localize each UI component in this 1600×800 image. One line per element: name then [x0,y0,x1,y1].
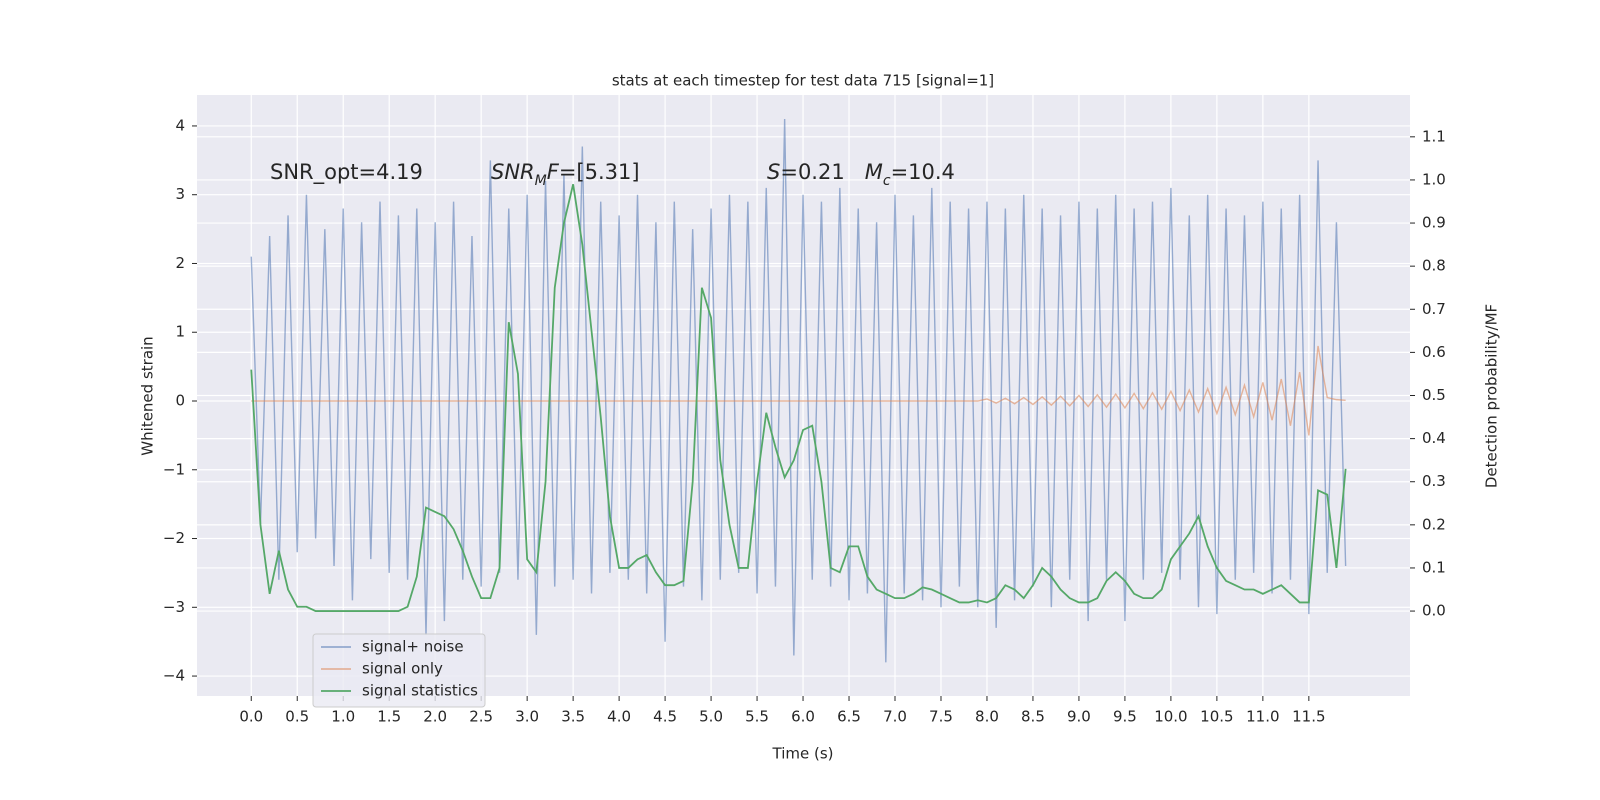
annotation: S=0.21 Mc=10.4 [767,160,955,189]
legend-label: signal statistics [362,682,478,700]
axes: 0.0 0.5 1.0 1.5 2.0 2.5 3.0 3.5 4.0 4.5 5.0 5.5 6.0 6… [163,116,1446,725]
x-tick-label: 4.5 [653,708,677,726]
y-tick-label: 3 [175,185,185,203]
x-tick-label: 1.5 [377,708,401,726]
x-tick-label: 11.0 [1246,708,1279,726]
x-tick-label: 1.0 [331,708,355,726]
x-tick-label: 5.5 [745,708,769,726]
y2-tick-label: 0.2 [1422,515,1446,533]
legend: signal+ noise signal only signal statistic… [312,633,486,708]
annotation: SNR_opt=4.19 [270,160,423,185]
annotations: SNR_opt=4.19 SNRMF=[5.31] S=0.21 Mc=10.4 [270,160,955,189]
annotation-part: =10.4 [891,160,955,184]
annotation-part: S [767,160,780,184]
annotation-part: =[5.31] [559,160,640,184]
y-tick-label: −1 [163,460,185,478]
x-tick-label: 11.5 [1292,708,1325,726]
legend-label: signal only [362,660,443,678]
y2-tick-label: 0.8 [1422,257,1446,275]
y2-tick-label: 0.3 [1422,472,1446,490]
x-tick-label: 4.0 [607,708,631,726]
x-tick-label: 0.5 [285,708,309,726]
x-tick-label: 8.0 [975,708,999,726]
annotation: SNRMF=[5.31] [491,160,640,189]
x-tick-label: 3.0 [515,708,539,726]
chart-title: stats at each timestep for test data 715… [612,72,994,90]
x-tick-label: 3.5 [561,708,585,726]
y2-tick-label: 0.9 [1422,214,1446,232]
series-line [250,184,1347,612]
x-tick-label: 8.5 [1021,708,1045,726]
y-tick-label: 0 [175,392,185,410]
x-tick-label: 7.0 [883,708,907,726]
x-tick-label: 10.5 [1200,708,1233,726]
annotation-part: SNR_opt=4.19 [270,160,423,185]
x-tick-label: 7.5 [929,708,953,726]
x-tick-label: 6.0 [791,708,815,726]
annotation-part: M [865,160,883,184]
y2-tick-label: 1.1 [1422,127,1446,145]
y2-tick-label: 0.1 [1422,558,1446,576]
y-tick-label: 2 [175,254,185,272]
x-tick-label: 6.5 [837,708,861,726]
y2-tick-label: 0.0 [1422,602,1446,620]
y2-tick-label: 0.6 [1422,343,1446,361]
annotation-part: c [883,173,891,189]
annotation-part: F [547,160,560,184]
y-tick-label: −3 [163,598,185,616]
legend-box [312,633,486,708]
annotation-part: M [535,173,547,189]
y2-tick-label: 0.7 [1422,300,1446,318]
legend-label: signal+ noise [362,638,464,656]
y2-tick-label: 0.5 [1422,386,1446,404]
x-axis-label: Time (s) [772,745,834,763]
y-tick-label: −2 [163,529,185,547]
x-tick-label: 9.0 [1067,708,1091,726]
y2-tick-label: 1.0 [1422,170,1446,188]
y-axis-label: Whitened strain [139,336,157,455]
y-tick-label: 4 [175,116,185,134]
x-tick-label: 5.0 [699,708,723,726]
marks [250,119,1347,663]
x-tick-label: 2.0 [423,708,447,726]
x-tick-label: 2.5 [469,708,493,726]
y-tick-label: −4 [163,667,185,685]
y2-tick-label: 0.4 [1422,429,1446,447]
x-tick-label: 9.5 [1113,708,1137,726]
y2-axis-label: Detection probability/MF [1483,304,1501,488]
x-tick-label: 0.0 [239,708,263,726]
annotation-part: SNR [491,160,535,184]
y-tick-label: 1 [175,323,185,341]
series-line [251,345,1346,436]
series-line [250,119,1347,663]
annotation-part: =0.21 [780,160,864,184]
x-tick-label: 10.0 [1154,708,1187,726]
